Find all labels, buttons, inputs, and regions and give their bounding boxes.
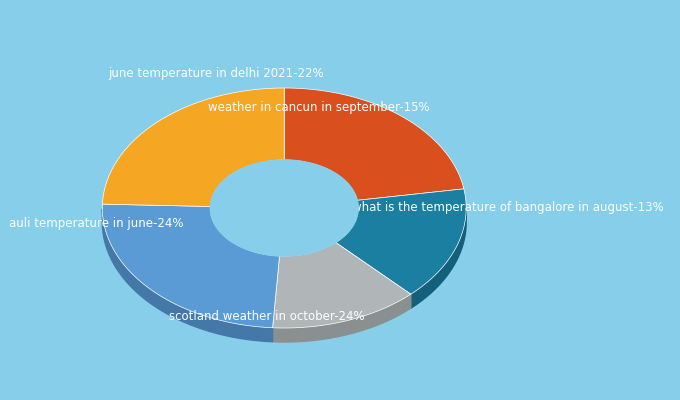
Polygon shape (336, 189, 466, 294)
Polygon shape (102, 204, 279, 328)
Text: weather in cancun in september-15%: weather in cancun in september-15% (207, 102, 429, 114)
Text: what is the temperature of bangalore in august-13%: what is the temperature of bangalore in … (352, 202, 664, 214)
Polygon shape (411, 208, 466, 308)
Polygon shape (284, 88, 464, 200)
Text: june temperature in delhi 2021-22%: june temperature in delhi 2021-22% (108, 68, 324, 80)
Polygon shape (273, 294, 411, 342)
Text: auli temperature in june-24%: auli temperature in june-24% (10, 218, 184, 230)
Polygon shape (210, 160, 358, 256)
Polygon shape (273, 242, 411, 328)
Polygon shape (279, 242, 336, 270)
Polygon shape (102, 209, 273, 342)
Polygon shape (103, 88, 284, 206)
Text: scotland weather in october-24%: scotland weather in october-24% (169, 310, 365, 322)
Polygon shape (210, 208, 279, 270)
Polygon shape (336, 208, 358, 256)
